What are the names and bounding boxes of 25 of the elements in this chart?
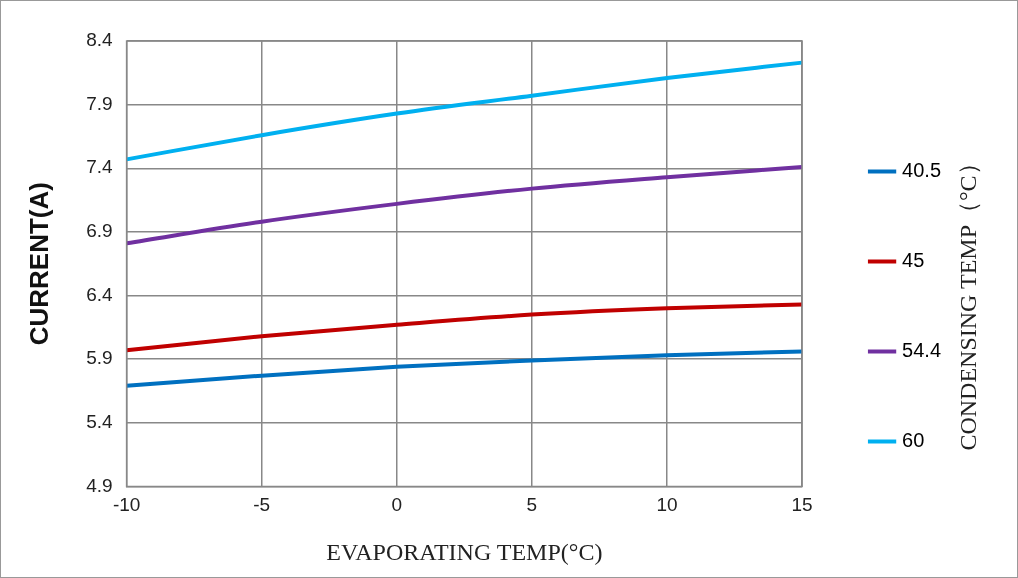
- legend-title: CONDENSING TEMP（°C）: [954, 151, 982, 451]
- y-tick-label: 7.9: [86, 92, 113, 114]
- x-tick-label: -10: [112, 494, 141, 516]
- y-tick-label: 5.9: [86, 347, 113, 369]
- y-tick-label: 6.4: [86, 283, 114, 305]
- legend-label: 60: [902, 429, 925, 452]
- y-tick-label: 6.9: [86, 220, 113, 242]
- legend-label: 54.4: [902, 339, 942, 362]
- legend-label: 40.5: [902, 159, 942, 182]
- x-tick-label: 0: [391, 494, 403, 516]
- x-tick-label: 15: [791, 494, 813, 516]
- y-tick-label: 5.4: [86, 411, 114, 433]
- legend-label: 45: [902, 249, 925, 272]
- line-series: [126, 60, 803, 162]
- x-tick-label: 10: [656, 494, 678, 516]
- x-tick-label: -5: [253, 494, 271, 516]
- x-tick-label: 5: [526, 494, 538, 516]
- line-series: [126, 302, 803, 353]
- y-tick-label: 7.4: [86, 156, 114, 178]
- y-tick-label: 8.4: [86, 29, 114, 51]
- y-axis-title: CURRENT(A): [23, 182, 54, 346]
- line-series: [126, 349, 803, 388]
- x-axis-title: EVAPORATING TEMP(°C): [326, 538, 603, 565]
- y-tick-label: 4.9: [86, 474, 113, 496]
- line-series: [126, 164, 803, 246]
